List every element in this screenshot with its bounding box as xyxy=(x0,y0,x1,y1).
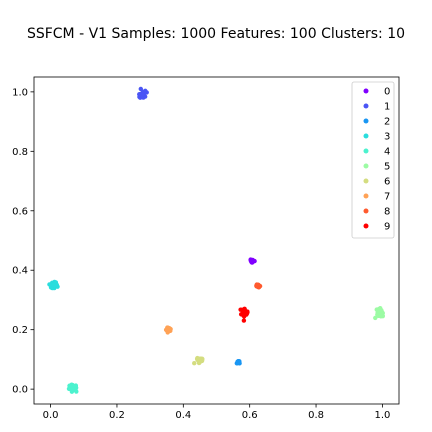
x-tick-label: 0.8 xyxy=(308,410,324,421)
legend-frame xyxy=(351,81,395,239)
legend-label: 3 xyxy=(384,132,390,143)
data-point xyxy=(241,318,247,323)
legend-marker xyxy=(363,103,369,109)
chart-title: SSFCM - V1 Samples: 1000 Features: 100 C… xyxy=(27,26,405,42)
legend-label: 8 xyxy=(384,207,390,218)
legend-label: 7 xyxy=(384,192,390,203)
data-point xyxy=(51,282,57,288)
y-tick-label: 1.0 xyxy=(12,87,28,98)
legend-marker xyxy=(363,163,369,169)
data-point xyxy=(235,359,241,365)
legend-marker xyxy=(363,178,369,184)
data-point xyxy=(241,310,247,316)
data-point xyxy=(249,258,255,264)
legend-label: 9 xyxy=(384,222,390,233)
legend-label: 5 xyxy=(384,162,390,173)
legend: 0 1 2 3 4 5 6 7 8 9 xyxy=(351,81,395,239)
data-point xyxy=(139,92,145,98)
series-4 xyxy=(66,382,79,394)
y-tick-label: 0.8 xyxy=(12,147,28,158)
data-point xyxy=(70,385,76,391)
legend-label: 2 xyxy=(384,117,390,128)
x-tick-label: 1.0 xyxy=(374,410,390,421)
data-point xyxy=(197,357,203,363)
data-point xyxy=(144,90,149,95)
series-1 xyxy=(137,86,149,100)
data-point xyxy=(192,360,197,366)
series-6 xyxy=(192,355,205,366)
data-point xyxy=(255,283,261,289)
y-tick-label: 0.6 xyxy=(12,206,28,217)
series-2 xyxy=(234,358,242,366)
series-3 xyxy=(47,279,60,291)
x-tick-label: 0.0 xyxy=(43,410,59,421)
y-tick-label: 0.4 xyxy=(12,266,28,277)
legend-label: 0 xyxy=(384,87,390,98)
series-8 xyxy=(254,282,263,290)
series-9 xyxy=(238,306,250,323)
legend-marker xyxy=(363,133,369,139)
legend-label: 4 xyxy=(384,147,390,158)
data-point xyxy=(165,327,171,333)
axes-frame xyxy=(33,76,400,405)
legend-marker xyxy=(363,223,369,229)
y-tick-label: 0.0 xyxy=(12,385,28,396)
x-tick-label: 0.2 xyxy=(109,410,125,421)
plot-area: 0.0 0.2 0.4 0.6 0.8 1.0 0.0 0.2 0.4 0.6 0.8 1.0 xyxy=(12,76,400,421)
y-tick-label: 0.2 xyxy=(12,325,28,336)
x-tick-label: 0.6 xyxy=(242,410,258,421)
legend-marker xyxy=(363,88,369,94)
x-tick-label: 0.4 xyxy=(175,410,191,421)
legend-label: 6 xyxy=(384,177,390,188)
legend-marker xyxy=(363,208,369,214)
data-point xyxy=(377,310,383,316)
data-point xyxy=(138,86,143,92)
series-7 xyxy=(163,325,173,335)
legend-label: 1 xyxy=(384,102,390,113)
legend-marker xyxy=(363,118,369,124)
series-5 xyxy=(373,305,385,321)
data-point xyxy=(373,315,378,321)
legend-marker xyxy=(363,193,369,199)
series-0 xyxy=(248,257,257,265)
legend-marker xyxy=(363,148,369,154)
data-point xyxy=(66,386,72,391)
